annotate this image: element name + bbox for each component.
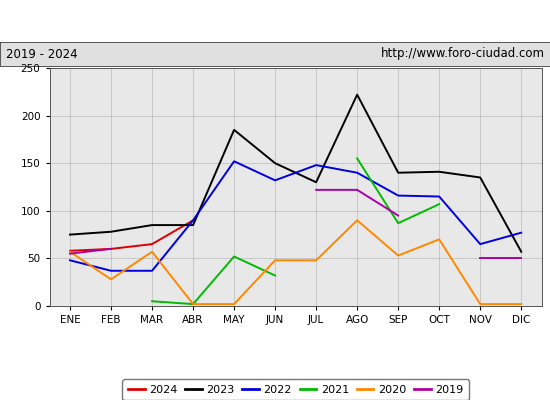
Text: Evolucion Nº Turistas Extranjeros en el municipio de Uncastillo: Evolucion Nº Turistas Extranjeros en el … (46, 14, 504, 28)
Text: http://www.foro-ciudad.com: http://www.foro-ciudad.com (381, 48, 544, 60)
Text: 2019 - 2024: 2019 - 2024 (6, 48, 77, 60)
Legend: 2024, 2023, 2022, 2021, 2020, 2019: 2024, 2023, 2022, 2021, 2020, 2019 (123, 379, 469, 400)
